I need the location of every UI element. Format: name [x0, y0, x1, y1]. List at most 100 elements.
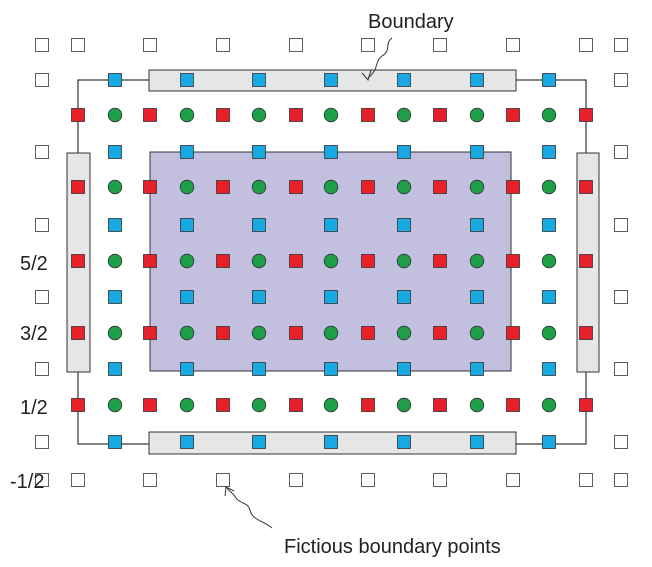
- pressure-point-icon: [361, 326, 375, 340]
- velocity-point-icon: [397, 435, 411, 449]
- velocity-point-icon: [542, 435, 556, 449]
- fictitious-point-icon: [433, 38, 447, 52]
- green-point-icon: [107, 325, 123, 341]
- pressure-point-icon: [506, 398, 520, 412]
- velocity-point-icon: [542, 218, 556, 232]
- velocity-point-icon: [470, 435, 484, 449]
- pressure-point-icon: [506, 326, 520, 340]
- fictitious-point-icon: [71, 38, 85, 52]
- row-label-1-2: 1/2: [20, 397, 48, 419]
- pressure-point-icon: [143, 180, 157, 194]
- fictitious-point-icon: [614, 362, 628, 376]
- velocity-point-icon: [252, 145, 266, 159]
- fictitious-point-icon: [143, 38, 157, 52]
- green-point-icon: [541, 107, 557, 123]
- green-point-icon: [179, 107, 195, 123]
- fictitious-point-icon: [614, 145, 628, 159]
- fictitious-point-icon: [614, 73, 628, 87]
- pressure-point-icon: [579, 108, 593, 122]
- fictitious-point-icon: [35, 218, 49, 232]
- velocity-point-icon: [108, 362, 122, 376]
- fictitious-point-icon: [71, 473, 85, 487]
- green-point-icon: [541, 179, 557, 195]
- velocity-point-icon: [470, 218, 484, 232]
- row-label-neg-1-2: -1/2: [10, 471, 44, 493]
- fictitious-point-icon: [35, 290, 49, 304]
- pressure-point-icon: [361, 254, 375, 268]
- grid-points: [35, 38, 628, 487]
- pressure-point-icon: [71, 326, 85, 340]
- pressure-point-icon: [143, 108, 157, 122]
- velocity-point-icon: [542, 290, 556, 304]
- velocity-point-icon: [324, 362, 338, 376]
- pressure-point-icon: [506, 254, 520, 268]
- green-point-icon: [179, 397, 195, 413]
- velocity-point-icon: [180, 290, 194, 304]
- velocity-point-icon: [108, 73, 122, 87]
- pressure-point-icon: [216, 108, 230, 122]
- velocity-point-icon: [470, 145, 484, 159]
- velocity-point-icon: [397, 145, 411, 159]
- green-point-icon: [107, 397, 123, 413]
- velocity-point-icon: [180, 145, 194, 159]
- fictitious-point-icon: [614, 473, 628, 487]
- velocity-point-icon: [252, 435, 266, 449]
- pressure-point-icon: [361, 180, 375, 194]
- pressure-point-icon: [143, 254, 157, 268]
- velocity-point-icon: [397, 362, 411, 376]
- velocity-point-icon: [542, 73, 556, 87]
- fictitious-point-icon: [506, 473, 520, 487]
- velocity-point-icon: [180, 73, 194, 87]
- pressure-point-icon: [71, 108, 85, 122]
- fictitious-point-icon: [361, 38, 375, 52]
- green-point-icon: [541, 397, 557, 413]
- velocity-point-icon: [324, 218, 338, 232]
- velocity-point-icon: [324, 290, 338, 304]
- fictitious-point-icon: [289, 38, 303, 52]
- pressure-point-icon: [433, 108, 447, 122]
- fictitious-point-icon: [35, 38, 49, 52]
- labels: 5/2 3/2 1/2 -1/2 Boundary Fictious bound…: [10, 11, 501, 558]
- green-point-icon: [179, 179, 195, 195]
- green-point-icon: [541, 325, 557, 341]
- pressure-point-icon: [506, 180, 520, 194]
- green-point-icon: [251, 253, 267, 269]
- green-point-icon: [323, 325, 339, 341]
- green-point-icon: [251, 325, 267, 341]
- green-point-icon: [323, 107, 339, 123]
- fictitious-point-icon: [614, 290, 628, 304]
- fictitious-arrow: [226, 487, 273, 529]
- velocity-point-icon: [470, 73, 484, 87]
- fictitious-point-icon: [35, 73, 49, 87]
- pressure-point-icon: [579, 398, 593, 412]
- fictitious-point-icon: [361, 473, 375, 487]
- arrows: [224, 37, 393, 529]
- velocity-point-icon: [397, 218, 411, 232]
- velocity-point-icon: [108, 290, 122, 304]
- velocity-point-icon: [180, 218, 194, 232]
- pressure-point-icon: [361, 398, 375, 412]
- velocity-point-icon: [180, 362, 194, 376]
- pressure-point-icon: [143, 398, 157, 412]
- green-point-icon: [107, 107, 123, 123]
- green-point-icon: [107, 179, 123, 195]
- pressure-point-icon: [506, 108, 520, 122]
- pressure-point-icon: [216, 254, 230, 268]
- pressure-point-icon: [289, 326, 303, 340]
- pressure-point-icon: [433, 398, 447, 412]
- fictitious-point-icon: [614, 38, 628, 52]
- velocity-point-icon: [542, 362, 556, 376]
- fictitious-point-icon: [143, 473, 157, 487]
- pressure-point-icon: [71, 398, 85, 412]
- fictitious-point-icon: [289, 473, 303, 487]
- green-point-icon: [323, 253, 339, 269]
- velocity-point-icon: [252, 73, 266, 87]
- green-point-icon: [396, 179, 412, 195]
- fictitious-point-icon: [35, 473, 49, 487]
- fictitious-point-icon: [35, 362, 49, 376]
- velocity-point-icon: [542, 145, 556, 159]
- green-point-icon: [469, 107, 485, 123]
- fictitious-point-icon: [614, 435, 628, 449]
- green-point-icon: [251, 397, 267, 413]
- green-point-icon: [107, 253, 123, 269]
